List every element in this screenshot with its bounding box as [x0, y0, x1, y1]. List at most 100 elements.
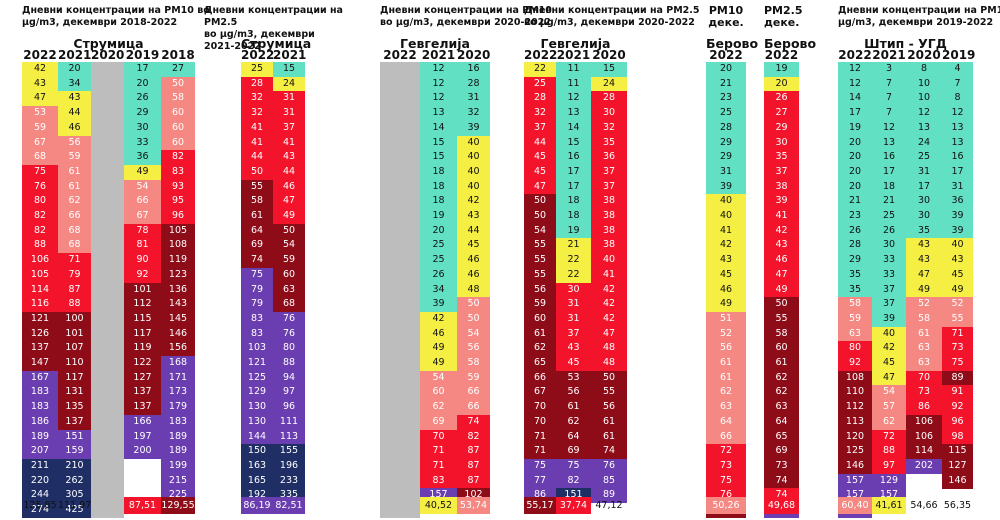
value-cell: 129 — [241, 385, 273, 401]
value-cell: 106 — [906, 414, 942, 430]
value-cell: 20 — [838, 150, 872, 166]
average-cell: 49,68 — [764, 497, 799, 514]
value-cell: 28 — [838, 238, 872, 254]
value-cell: 61 — [524, 326, 556, 342]
value-cell: 63 — [906, 341, 942, 357]
value-cell: 42 — [591, 297, 627, 313]
value-cell: 75 — [942, 356, 973, 371]
value-cell: 28 — [457, 76, 490, 92]
value-cell: 80 — [273, 341, 305, 357]
value-cell: 115 — [124, 311, 161, 327]
value-cell: 60 — [161, 135, 195, 151]
panel-title: Дневни концентрации на PM10 во µg/m3, де… — [380, 5, 552, 28]
value-cell: 66 — [706, 429, 746, 445]
value-cell: 101 — [124, 282, 161, 298]
year-header: 2020 — [592, 48, 626, 62]
value-cell: 74 — [241, 253, 273, 269]
value-cell: 26 — [420, 267, 457, 283]
value-cell: 165 — [241, 473, 273, 489]
value-cell: 45 — [524, 164, 556, 180]
value-cell: 13 — [942, 135, 973, 151]
value-cell: 49 — [942, 282, 973, 298]
value-cell: 28 — [524, 91, 556, 107]
value-cell: 196 — [273, 458, 305, 474]
value-cell: 114 — [906, 444, 942, 460]
value-cell: 110 — [838, 385, 872, 401]
value-cell: 40 — [706, 194, 746, 210]
value-cell: 110 — [58, 356, 91, 371]
value-cell: 30 — [764, 135, 799, 151]
value-cell: 31 — [273, 106, 305, 122]
value-cell: 66 — [457, 385, 490, 401]
value-cell: 42 — [872, 341, 906, 357]
year-header: 2021 — [421, 48, 456, 62]
value-cell: 52 — [706, 326, 746, 342]
value-cell: 41 — [591, 267, 627, 283]
average-cell: 111,97 — [58, 500, 92, 511]
value-cell: 19 — [838, 120, 872, 136]
value-cell: 59 — [457, 370, 490, 386]
value-cell: 43 — [942, 253, 973, 269]
value-cell: 3 — [872, 62, 906, 77]
value-cell: 47 — [872, 370, 906, 386]
value-cell: 55 — [241, 179, 273, 195]
value-cell: 19 — [420, 209, 457, 224]
value-cell: 46 — [764, 253, 799, 269]
value-cell: 63 — [706, 400, 746, 416]
value-cell: 31 — [556, 311, 591, 327]
value-cell: 23 — [838, 209, 872, 224]
value-cell: 88 — [273, 356, 305, 371]
value-cell: 129 — [872, 473, 906, 489]
value-cell: 83 — [241, 326, 273, 342]
value-cell: 163 — [241, 458, 273, 474]
value-cell: 88 — [22, 238, 58, 254]
value-cell: 19 — [556, 223, 591, 239]
value-cell: 60 — [273, 267, 305, 283]
value-cell: 36 — [942, 194, 973, 210]
value-cell: 70 — [524, 400, 556, 416]
value-cell: 92 — [942, 400, 973, 416]
value-cell: 42 — [706, 238, 746, 254]
value-cell: 20 — [838, 135, 872, 151]
value-cell: 27 — [764, 106, 799, 122]
value-cell: 65 — [764, 429, 799, 445]
value-cell: 20 — [706, 62, 746, 77]
value-cell: 63 — [273, 282, 305, 298]
value-cell: 122 — [124, 356, 161, 371]
value-cell: 155 — [273, 444, 305, 460]
value-cell: 26 — [838, 223, 872, 239]
value-cell: 48 — [457, 282, 490, 298]
value-cell: 28 — [706, 120, 746, 136]
value-cell: 20 — [764, 76, 799, 92]
value-cell: 105 — [161, 223, 195, 239]
value-cell: 17 — [124, 62, 161, 77]
value-cell: 33 — [124, 135, 161, 151]
value-cell: 97 — [273, 385, 305, 401]
value-cell: 75 — [706, 473, 746, 489]
value-cell: 45 — [942, 267, 973, 283]
value-cell: 96 — [161, 209, 195, 224]
value-cell: 72 — [872, 429, 906, 445]
value-cell: 15 — [591, 62, 627, 77]
value-cell: 117 — [124, 326, 161, 342]
value-cell: 68 — [58, 238, 91, 254]
value-cell: 36 — [591, 150, 627, 166]
average-cell: 54,66 — [910, 500, 938, 511]
value-cell: 56 — [524, 282, 556, 298]
value-cell: 61 — [241, 209, 273, 224]
value-cell: 62 — [764, 385, 799, 401]
value-cell: 13 — [420, 106, 457, 122]
value-cell: 12 — [838, 62, 872, 77]
value-cell: 197 — [124, 429, 161, 445]
value-cell: 52 — [942, 297, 973, 313]
average-cell: 41,61 — [872, 497, 906, 514]
value-cell: 8 — [906, 62, 942, 77]
value-cell: 106 — [906, 429, 942, 445]
value-cell: 48 — [591, 341, 627, 357]
average-cell: 40,52 — [420, 497, 457, 514]
value-cell: 173 — [161, 385, 195, 401]
value-cell: 28 — [591, 91, 627, 107]
value-cell: 97 — [872, 458, 906, 474]
panel-gevgelija-pm25: Дневни концентрации на PM2.5 во µg/m3, д… — [524, 0, 700, 520]
value-cell: 46 — [420, 326, 457, 342]
